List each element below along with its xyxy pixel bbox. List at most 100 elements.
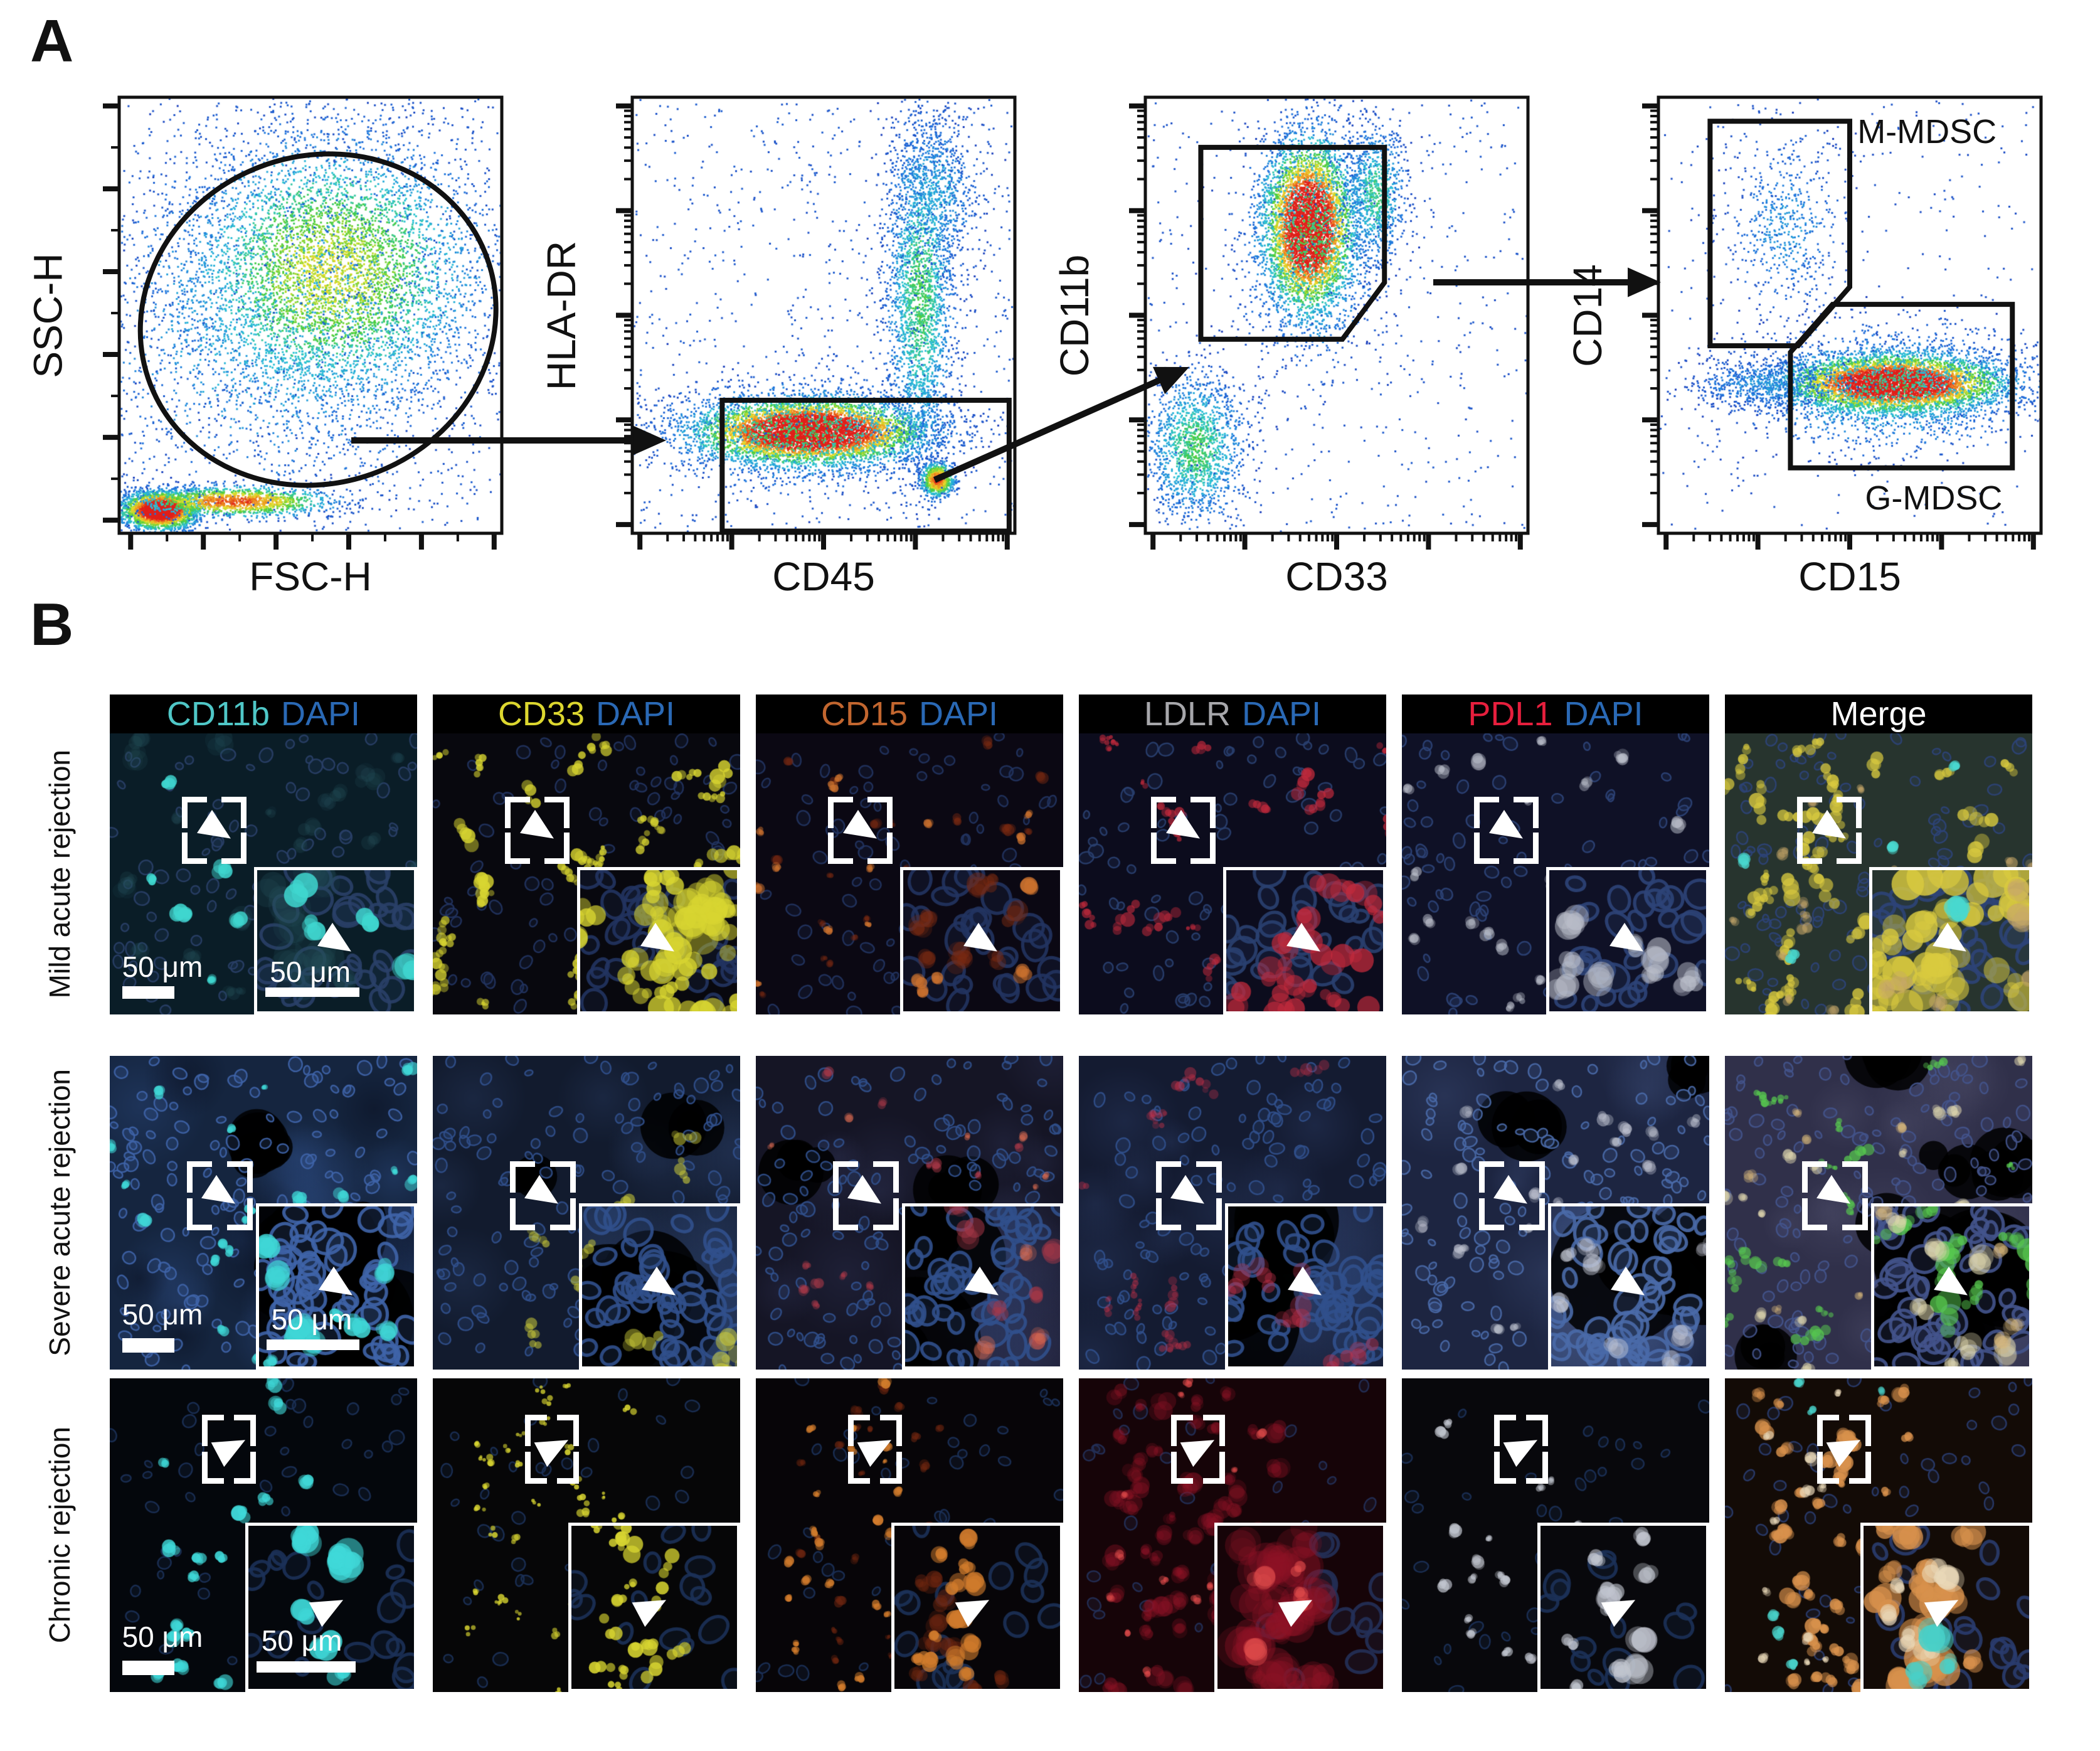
magnified-inset (577, 866, 740, 1014)
inset-scale-bar (265, 987, 359, 998)
flow-scatter-canvas (119, 97, 502, 533)
micrograph-tile-r1c3 (756, 733, 1063, 1014)
x-axis-label: CD33 (1285, 554, 1388, 599)
roi-bracket (1478, 1161, 1545, 1230)
micrograph-tile-r1c5 (1402, 733, 1709, 1014)
column-header-text: PDL1 (1468, 695, 1553, 733)
scale-bar-label: 50 μm (122, 1621, 203, 1653)
scale-bar-label: 50 μm (122, 950, 203, 983)
micrograph-tile-r3c6 (1725, 1378, 2032, 1692)
micrograph-tile-r1c1: 50 μm 50 μm (110, 733, 417, 1014)
micrograph-tile-r3c3 (756, 1378, 1063, 1692)
x-axis-label: FSC-H (249, 554, 372, 599)
micrograph-tile-r1c2 (433, 733, 740, 1014)
gate-label: G-MDSC (1865, 479, 2003, 518)
column-header-6: Merge (1725, 695, 2032, 733)
roi-bracket (509, 1161, 576, 1230)
micrograph-tile-r3c5 (1402, 1378, 1709, 1692)
column-header-text: LDLR (1143, 695, 1231, 733)
inset-canvas (1228, 1206, 1383, 1366)
magnified-inset (1546, 866, 1709, 1014)
panel-b-label: B (30, 591, 74, 658)
roi-bracket (1494, 1414, 1548, 1484)
magnified-inset (1869, 866, 2032, 1014)
scale-bar (122, 1338, 174, 1353)
magnified-inset (1537, 1523, 1709, 1692)
micrograph-tile-r3c2 (433, 1378, 740, 1692)
column-header-3: CD15 DAPI (756, 695, 1063, 733)
column-header-1: CD11b DAPI (110, 695, 417, 733)
flow-plot-fsc-ssc: FSC-H SSC-H (26, 95, 504, 599)
micrograph-tile-r2c3 (756, 1056, 1063, 1370)
scale-bar (122, 1661, 174, 1675)
magnified-inset (1870, 1203, 2032, 1370)
inset-canvas (894, 1526, 1060, 1689)
magnified-inset (1547, 1203, 1709, 1370)
x-axis-label: CD15 (1798, 554, 1901, 599)
gate-label: M-MDSC (1857, 113, 1997, 151)
flow-scatter-canvas (632, 97, 1015, 533)
inset-canvas (1872, 870, 2030, 1011)
y-axis-label: SSC-H (26, 252, 71, 378)
inset-canvas (1549, 870, 1707, 1011)
roi-bracket (832, 1161, 899, 1230)
magnified-inset (900, 866, 1063, 1014)
roi-bracket (1151, 796, 1216, 865)
inset-scale-bar-label: 50 μm (270, 955, 351, 988)
roi-bracket (1474, 796, 1539, 865)
row-label-2: Severe acute rejection (34, 1056, 85, 1370)
column-header-text: DAPI (1242, 695, 1322, 733)
micrograph-tile-r1c6 (1725, 733, 2032, 1014)
column-header-text: DAPI (919, 695, 999, 733)
column-header-4: LDLR DAPI (1079, 695, 1386, 733)
column-header-text: CD11b (166, 695, 270, 733)
roi-bracket (525, 1414, 579, 1484)
inset-canvas (904, 1206, 1060, 1366)
magnified-inset (568, 1523, 740, 1692)
magnified-inset (1224, 1203, 1386, 1370)
column-header-text: Merge (1830, 695, 1927, 733)
inset-scale-bar (267, 1339, 360, 1351)
inset-canvas (1217, 1526, 1383, 1689)
x-axis-label: CD45 (772, 554, 875, 599)
column-header-5: PDL1 DAPI (1402, 695, 1709, 733)
magnified-inset: 50 μm (255, 1203, 417, 1370)
inset-canvas (580, 870, 738, 1011)
inset-canvas (1551, 1206, 1706, 1366)
row-label-text: Mild acute rejection (43, 749, 76, 999)
roi-bracket (202, 1414, 256, 1484)
scale-bar-label: 50 μm (122, 1298, 203, 1331)
inset-canvas (1874, 1206, 2029, 1366)
roi-bracket (186, 1161, 253, 1230)
roi-bracket (848, 1414, 902, 1484)
y-axis-label: CD14 (1565, 263, 1610, 367)
inset-canvas (581, 1206, 737, 1366)
micrograph-tile-r3c1: 50 μm 50 μm (110, 1378, 417, 1692)
column-header-text: DAPI (596, 695, 676, 733)
panel-a-label: A (30, 8, 74, 75)
column-header-text: CD33 (497, 695, 585, 733)
micrograph-tile-r3c4 (1079, 1378, 1386, 1692)
magnified-inset (1223, 866, 1386, 1014)
inset-canvas (1226, 870, 1384, 1011)
magnified-inset: 50 μm (254, 866, 417, 1014)
inset-scale-bar (256, 1661, 356, 1673)
micrograph-tile-r2c2 (433, 1056, 740, 1370)
inset-canvas (1863, 1526, 2029, 1689)
inset-scale-bar-label: 50 μm (261, 1624, 342, 1657)
roi-bracket (505, 796, 570, 865)
scale-bar (122, 986, 174, 999)
column-header-text: DAPI (281, 695, 361, 733)
y-axis-label: HLA-DR (539, 240, 584, 390)
magnified-inset (901, 1203, 1063, 1370)
column-header-text: CD15 (820, 695, 908, 733)
micrograph-tile-r2c1: 50 μm 50 μm (110, 1056, 417, 1370)
column-header-2: CD33 DAPI (433, 695, 740, 733)
inset-canvas (571, 1526, 737, 1689)
roi-bracket (1801, 1161, 1868, 1230)
row-label-1: Mild acute rejection (34, 733, 85, 1014)
magnified-inset (1860, 1523, 2032, 1692)
flow-plot-cd33-cd11b: CD33 CD11b (1052, 95, 1530, 599)
magnified-inset (1214, 1523, 1386, 1692)
